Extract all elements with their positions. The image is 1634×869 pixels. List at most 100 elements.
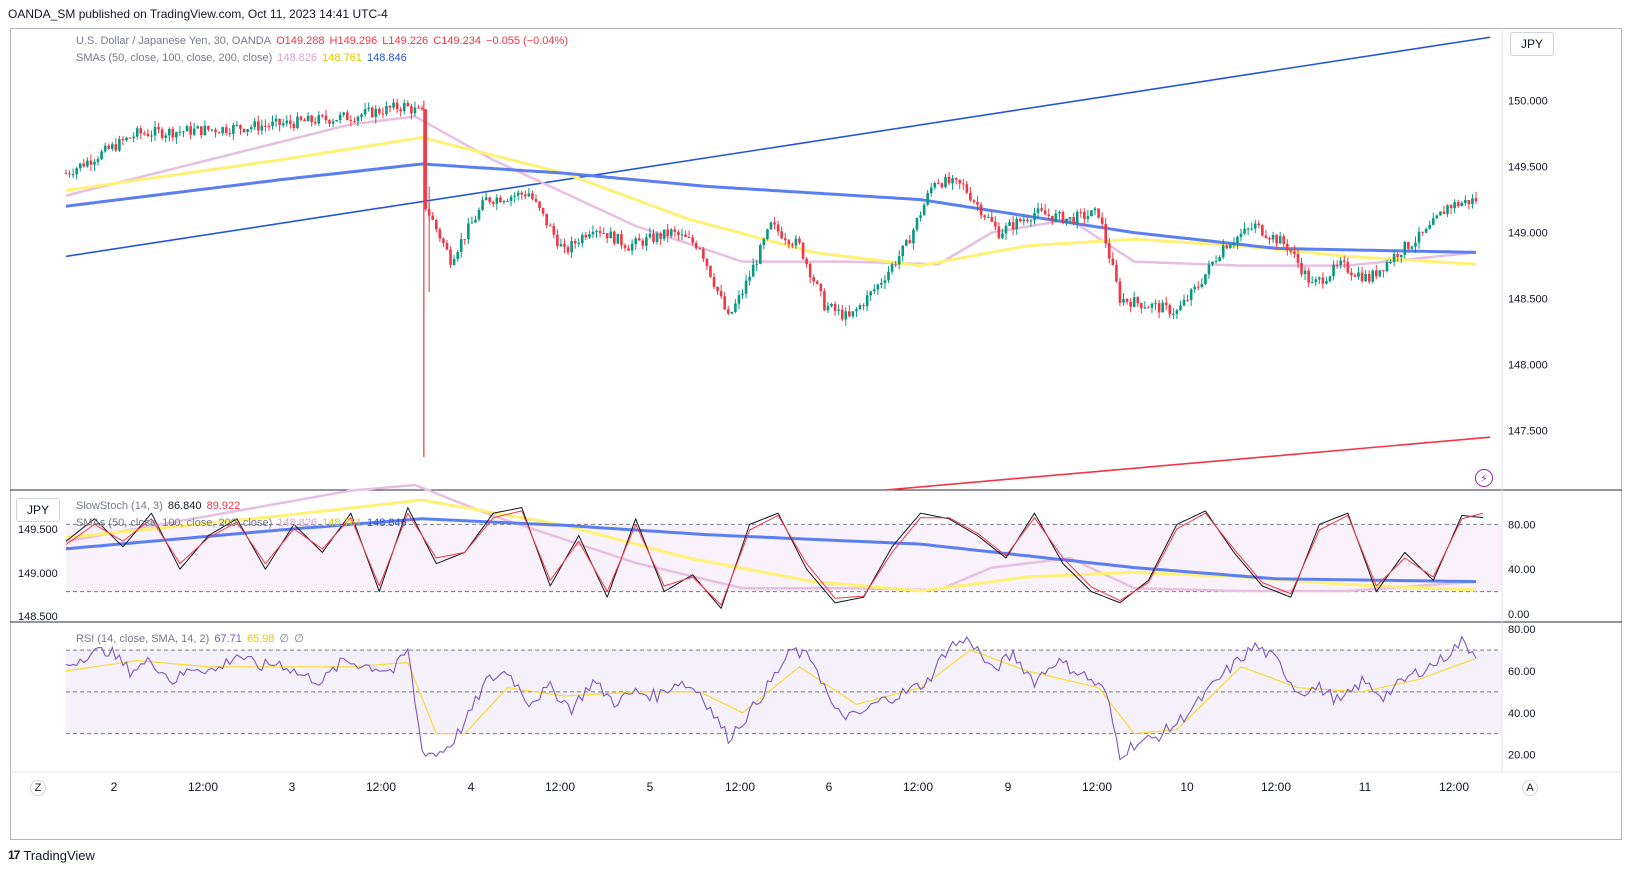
- publish-header: OANDA_SM published on TradingView.com, O…: [0, 0, 1634, 28]
- candle-body: [264, 125, 267, 127]
- candle-body: [271, 121, 274, 127]
- candle-body: [1029, 220, 1033, 222]
- candle-body: [103, 145, 107, 152]
- candle-body: [986, 216, 990, 218]
- candle-body: [456, 252, 459, 259]
- candle-body: [303, 119, 306, 122]
- publisher-name[interactable]: OANDA_SM: [8, 7, 76, 21]
- candle-body: [680, 234, 684, 236]
- candle-body: [1407, 241, 1410, 249]
- candle-body: [1253, 223, 1257, 229]
- stoch-left-tick-label: 149.000: [18, 568, 58, 580]
- pane-currency-button[interactable]: JPY: [16, 498, 60, 522]
- candle-body: [919, 215, 922, 219]
- candle-body: [744, 280, 748, 294]
- candle-body: [363, 109, 367, 115]
- candle-body: [602, 233, 605, 235]
- candle-body: [235, 124, 239, 126]
- candle-body: [819, 283, 823, 292]
- time-tick-label: 4: [468, 780, 475, 794]
- candle-body: [285, 120, 289, 124]
- stoch-left-tick-label: 149.500: [18, 524, 58, 536]
- candle-body: [1460, 203, 1464, 207]
- candle-body: [1257, 223, 1261, 226]
- sma-legend: SMAs (50, close, 100, close, 200, close)…: [76, 52, 409, 64]
- candle-body: [605, 233, 609, 239]
- lightning-icon[interactable]: ⚡: [1475, 469, 1493, 487]
- candle-body: [1068, 217, 1072, 219]
- candle-body: [182, 131, 185, 133]
- candle-body: [399, 109, 402, 112]
- candle-body: [887, 271, 890, 281]
- candle-body: [787, 240, 791, 245]
- candle-body: [698, 248, 702, 250]
- stoch-sma-overlay-0: [65, 483, 1477, 593]
- candle-body: [694, 242, 698, 249]
- candle-body: [128, 137, 132, 139]
- candle-body: [1072, 217, 1075, 224]
- candle-body: [1115, 265, 1118, 282]
- candle-body: [1164, 302, 1168, 306]
- candle-body: [1058, 211, 1061, 214]
- candle-body: [1200, 284, 1204, 287]
- stoch-label[interactable]: SlowStoch (14, 3): [76, 500, 163, 512]
- stoch-legend: SlowStoch (14, 3) 86.840 89.922: [76, 500, 242, 512]
- candles-group: [64, 98, 1478, 326]
- candle-body: [75, 168, 78, 175]
- candle-body: [185, 126, 189, 132]
- candle-body: [435, 219, 438, 230]
- symbol-title[interactable]: U.S. Dollar / Japanese Yen, 30, OANDA: [76, 35, 272, 47]
- candle-body: [459, 239, 463, 253]
- candle-body: [897, 256, 901, 265]
- candle-body: [1008, 222, 1011, 226]
- candle-body: [1118, 281, 1122, 303]
- candle-body: [431, 215, 435, 220]
- candle-body: [1392, 254, 1396, 263]
- corner-right[interactable]: A: [1522, 780, 1538, 796]
- candle-body: [1300, 263, 1303, 275]
- candle-body: [1435, 215, 1439, 219]
- candle-body: [1424, 228, 1428, 233]
- candle-body: [755, 263, 759, 265]
- candle-body: [484, 197, 488, 201]
- ohlc-close: C149.234: [433, 35, 481, 47]
- candle-body: [862, 305, 865, 307]
- candle-body: [292, 123, 296, 129]
- candle-body: [1335, 264, 1339, 266]
- sma-label[interactable]: SMAs (50, close, 100, close, 200, close): [76, 52, 273, 64]
- candle-body: [1421, 231, 1424, 233]
- candle-body: [1289, 249, 1293, 252]
- footer-brand[interactable]: TradingView: [23, 847, 95, 863]
- candle-body: [210, 129, 214, 131]
- candle-body: [1207, 264, 1211, 275]
- time-tick-label: 12:00: [1082, 780, 1112, 794]
- candle-body: [598, 230, 602, 234]
- candle-body: [488, 197, 492, 203]
- stoch-sma-label[interactable]: SMAs (50, close, 100, close, 200, close): [76, 517, 273, 529]
- candle-body: [1464, 200, 1467, 204]
- candle-body: [1428, 225, 1432, 229]
- candle-body: [609, 231, 613, 239]
- candle-body: [157, 127, 160, 130]
- candle-body: [865, 295, 869, 307]
- candle-body: [1431, 218, 1435, 226]
- corner-left[interactable]: Z: [30, 780, 46, 796]
- candle-body: [965, 184, 969, 193]
- candle-body: [645, 237, 648, 246]
- candle-body: [1143, 307, 1147, 309]
- candle-body: [659, 233, 662, 239]
- price-tick-label: 148.500: [1508, 294, 1548, 306]
- candle-body: [1107, 243, 1111, 259]
- rsi-label[interactable]: RSI (14, close, SMA, 14, 2): [76, 633, 210, 645]
- candle-body: [837, 309, 840, 311]
- rsi-tick-label: 40.00: [1508, 708, 1536, 720]
- candle-body: [107, 145, 111, 149]
- candle-body: [499, 197, 502, 203]
- candle-body: [1449, 205, 1453, 209]
- candle-body: [527, 193, 531, 197]
- candle-body: [207, 125, 210, 130]
- currency-button[interactable]: JPY: [1510, 32, 1554, 56]
- candle-body: [929, 187, 933, 194]
- candle-body: [360, 114, 363, 117]
